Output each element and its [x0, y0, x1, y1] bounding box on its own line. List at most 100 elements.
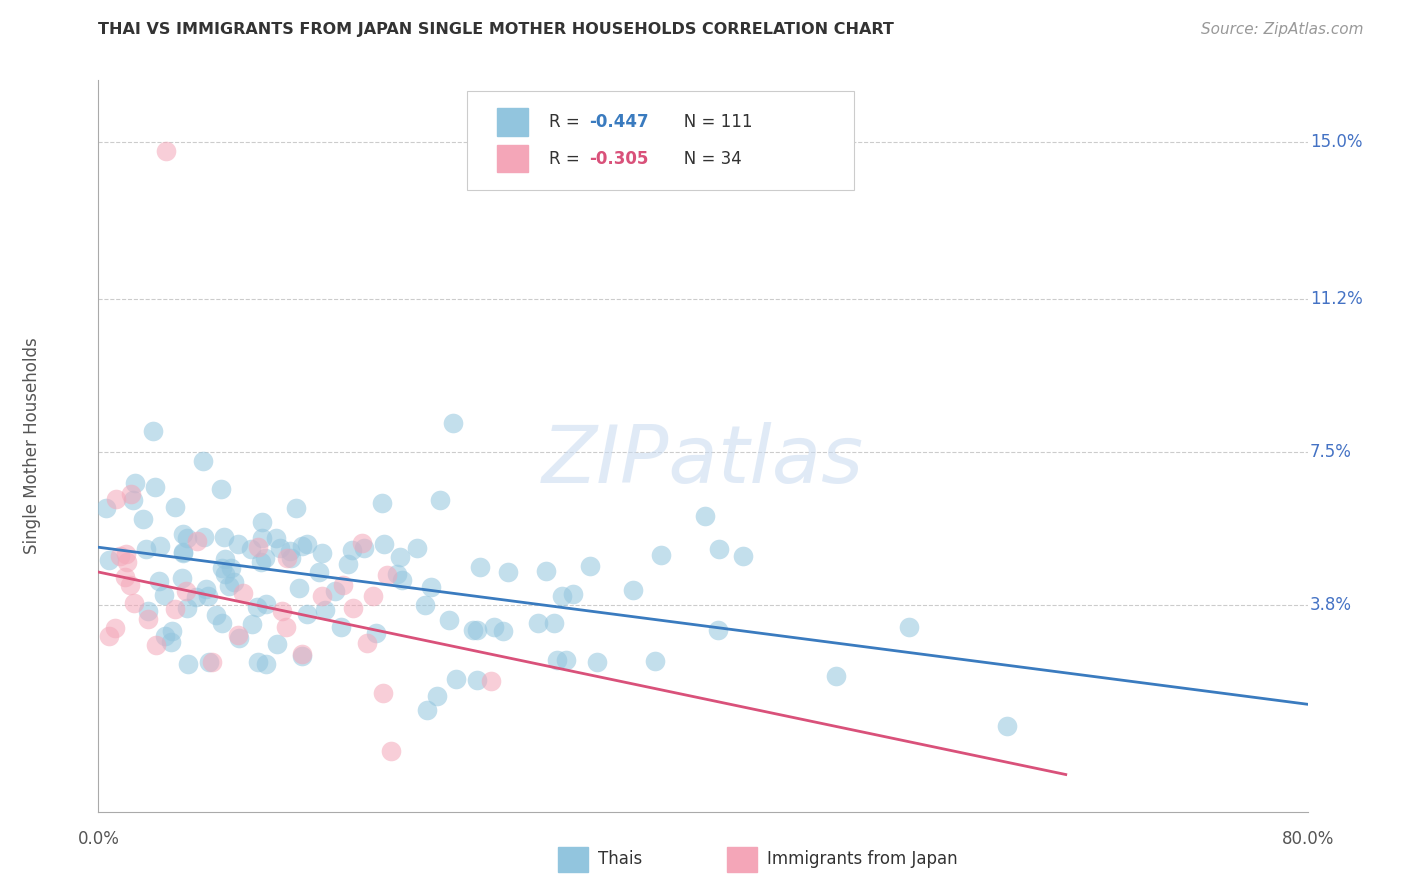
- Point: [152, 588, 174, 602]
- Text: N = 111: N = 111: [668, 113, 752, 131]
- Point: [138, 604, 160, 618]
- Point: [209, 482, 232, 496]
- Point: [105, 492, 128, 507]
- Point: [218, 579, 240, 593]
- Point: [97, 629, 120, 643]
- Text: R =: R =: [550, 113, 585, 131]
- Point: [94, 501, 117, 516]
- Point: [280, 550, 302, 565]
- Point: [371, 496, 394, 510]
- Point: [191, 453, 214, 467]
- Point: [278, 544, 301, 558]
- Point: [387, 566, 409, 581]
- Point: [444, 672, 467, 686]
- Point: [145, 638, 167, 652]
- Point: [373, 537, 395, 551]
- Point: [155, 144, 177, 158]
- Point: [291, 649, 314, 664]
- Point: [468, 560, 491, 574]
- Point: [197, 589, 219, 603]
- Point: [707, 624, 730, 638]
- Point: [205, 607, 228, 622]
- Point: [291, 539, 314, 553]
- Point: [391, 573, 413, 587]
- Point: [297, 537, 319, 551]
- Point: [266, 531, 288, 545]
- Point: [104, 621, 127, 635]
- Point: [465, 673, 488, 688]
- Point: [120, 487, 142, 501]
- Text: N = 34: N = 34: [668, 150, 742, 168]
- Point: [195, 582, 218, 597]
- Point: [97, 553, 120, 567]
- Point: [246, 540, 269, 554]
- Point: [461, 623, 484, 637]
- Point: [465, 624, 488, 638]
- Point: [250, 516, 273, 530]
- Point: [311, 589, 333, 603]
- Point: [246, 600, 269, 615]
- Point: [733, 549, 755, 564]
- Point: [555, 653, 578, 667]
- Text: Single Mother Households: Single Mother Households: [22, 338, 41, 554]
- Point: [153, 630, 176, 644]
- Point: [342, 600, 364, 615]
- Point: [350, 536, 373, 550]
- Point: [274, 620, 297, 634]
- Point: [291, 647, 314, 661]
- Point: [193, 529, 215, 543]
- Point: [437, 613, 460, 627]
- Point: [250, 531, 273, 545]
- Point: [232, 586, 254, 600]
- Point: [184, 590, 207, 604]
- Point: [578, 558, 600, 573]
- Point: [219, 560, 242, 574]
- Point: [825, 669, 848, 683]
- Text: ZIPatlas: ZIPatlas: [541, 422, 865, 500]
- Point: [314, 603, 336, 617]
- Text: -0.447: -0.447: [589, 113, 650, 131]
- FancyBboxPatch shape: [467, 91, 855, 190]
- Point: [211, 561, 233, 575]
- Point: [329, 620, 352, 634]
- Point: [429, 493, 451, 508]
- Point: [142, 424, 165, 438]
- Point: [995, 719, 1018, 733]
- Point: [122, 493, 145, 508]
- Point: [898, 619, 921, 633]
- Point: [240, 617, 263, 632]
- Point: [266, 637, 288, 651]
- Point: [371, 686, 394, 700]
- Point: [172, 546, 194, 560]
- Point: [176, 601, 198, 615]
- Point: [212, 530, 235, 544]
- Point: [114, 570, 136, 584]
- Point: [527, 615, 550, 630]
- Point: [143, 480, 166, 494]
- Point: [332, 577, 354, 591]
- Point: [534, 564, 557, 578]
- Text: 80.0%: 80.0%: [1281, 830, 1334, 848]
- Point: [276, 551, 298, 566]
- Point: [148, 574, 170, 588]
- Text: Thais: Thais: [598, 850, 643, 868]
- Point: [380, 744, 402, 758]
- Point: [159, 635, 181, 649]
- Point: [108, 549, 131, 563]
- Text: Source: ZipAtlas.com: Source: ZipAtlas.com: [1201, 22, 1364, 37]
- Point: [441, 416, 464, 430]
- Point: [176, 531, 198, 545]
- Point: [253, 551, 276, 566]
- Point: [250, 555, 273, 569]
- Point: [415, 703, 437, 717]
- Point: [174, 584, 197, 599]
- Point: [308, 565, 330, 579]
- Bar: [558, 847, 588, 872]
- Text: 15.0%: 15.0%: [1310, 133, 1362, 152]
- Point: [644, 654, 666, 668]
- Point: [413, 599, 436, 613]
- Point: [551, 589, 574, 603]
- Point: [177, 657, 200, 671]
- Point: [425, 689, 447, 703]
- Point: [226, 628, 249, 642]
